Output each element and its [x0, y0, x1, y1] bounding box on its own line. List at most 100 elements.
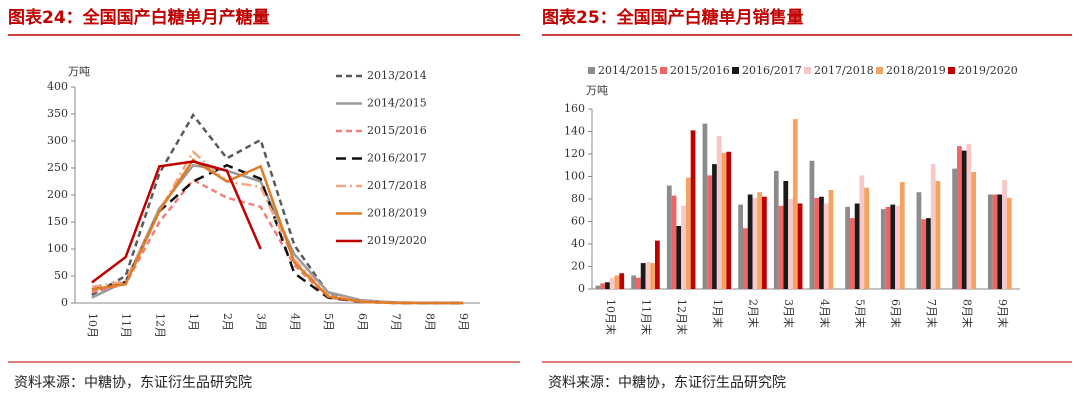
- x-tick-label: 2月末: [747, 299, 761, 328]
- bar: [926, 218, 931, 289]
- bar: [859, 175, 865, 289]
- x-tick-label: 1月: [187, 313, 200, 331]
- bar: [783, 181, 789, 289]
- bar: [640, 263, 646, 289]
- x-tick-label: 4月: [288, 313, 301, 331]
- x-tick-label: 8月: [423, 313, 436, 331]
- bar: [738, 204, 743, 289]
- legend-label: 2013/2014: [367, 69, 427, 82]
- bar: [676, 226, 682, 289]
- bar: [890, 204, 896, 289]
- x-tick-label: 10月: [86, 313, 99, 338]
- x-tick-label: 1月末: [711, 299, 725, 328]
- x-tick-label: 11月末: [640, 299, 654, 335]
- y-tick-label: 120: [564, 147, 585, 160]
- source: 资料来源：中糖协，东证衍生品研究院: [14, 375, 252, 391]
- line: [91, 158, 464, 305]
- x-tick-label: 7月: [390, 313, 403, 331]
- x-tick-label: 7月末: [925, 299, 939, 328]
- bar: [849, 218, 855, 289]
- x-tick-label: 6月: [356, 313, 369, 331]
- x-tick-label: 10月末: [604, 299, 618, 335]
- y-tick-label: 400: [47, 80, 68, 93]
- bar: [819, 196, 824, 289]
- legend-label: 2018/2019: [886, 64, 946, 77]
- bar: [788, 199, 793, 289]
- legend-label: 2014/2015: [598, 64, 658, 77]
- bar: [930, 164, 936, 289]
- bar: [921, 219, 927, 289]
- bar: [690, 130, 696, 289]
- bar: [650, 263, 656, 289]
- bar: [899, 182, 905, 289]
- line: [91, 160, 262, 284]
- bar: [726, 151, 732, 289]
- bar: [828, 190, 834, 289]
- bar: [605, 282, 610, 289]
- bar: [609, 277, 615, 289]
- bar: [681, 205, 686, 289]
- bar: [671, 195, 677, 289]
- bar: [614, 275, 620, 289]
- bar: [619, 273, 625, 289]
- bar: [809, 160, 815, 289]
- y-tick-label: 0: [578, 282, 585, 295]
- bar: [966, 143, 972, 289]
- bar: [895, 205, 900, 289]
- legend-swatch: [804, 67, 811, 74]
- bar: [952, 168, 957, 289]
- y-tick-label: 140: [564, 125, 585, 138]
- legend-label: 2017/2018: [367, 179, 427, 192]
- y-tick-label: 150: [47, 215, 68, 228]
- legend-label: 2016/2017: [367, 152, 427, 165]
- bar: [631, 275, 636, 289]
- bar: [752, 197, 758, 289]
- bar: [707, 175, 713, 289]
- y-tick-label: 250: [47, 161, 68, 174]
- legend-label: 2015/2016: [367, 124, 427, 137]
- legend-swatch: [732, 67, 739, 74]
- bar: [971, 172, 977, 289]
- legend-swatch: [948, 67, 955, 74]
- x-tick-label: 5月末: [854, 299, 868, 328]
- bar: [987, 194, 993, 289]
- bar: [635, 277, 641, 289]
- y-tick-label: 100: [47, 242, 68, 255]
- legend-swatch: [588, 67, 595, 74]
- y-tick-label: 200: [47, 188, 68, 201]
- bar: [961, 150, 967, 289]
- legend-label: 2016/2017: [742, 64, 802, 77]
- bar: [1002, 179, 1007, 289]
- bar: [885, 206, 891, 289]
- legend-label: 2015/2016: [670, 64, 730, 77]
- source: 资料来源：中糖协，东证衍生品研究院: [548, 375, 786, 391]
- bar: [845, 206, 850, 289]
- bar: [600, 283, 606, 289]
- bar: [716, 136, 722, 289]
- x-tick-label: 6月末: [889, 299, 903, 328]
- x-tick-label: 11月: [120, 313, 133, 338]
- legend-label: 2018/2019: [367, 207, 427, 220]
- y-tick-label: 80: [571, 192, 585, 205]
- x-tick-label: 2月: [221, 313, 234, 331]
- line: [91, 149, 464, 305]
- x-tick-label: 5月: [322, 313, 335, 331]
- y-tick-label: 0: [61, 296, 68, 309]
- bar: [823, 203, 829, 289]
- chart-title: 图表24：全国国产白糖单月产糖量: [8, 7, 270, 28]
- x-tick-label: 9月: [457, 313, 470, 331]
- bar: [685, 177, 691, 289]
- x-tick-label: 12月: [153, 313, 166, 338]
- bar: [814, 197, 820, 289]
- bar: [747, 194, 753, 289]
- x-tick-label: 12月末: [675, 299, 689, 335]
- bar: [1006, 197, 1012, 289]
- legend-label: 2019/2020: [958, 64, 1018, 77]
- x-tick-label: 4月末: [818, 299, 832, 328]
- legend-label: 2017/2018: [814, 64, 874, 77]
- bar: [773, 170, 779, 289]
- y-tick-label: 350: [47, 107, 68, 120]
- x-tick-label: 9月末: [996, 299, 1010, 328]
- legend-label: 2019/2020: [367, 234, 427, 247]
